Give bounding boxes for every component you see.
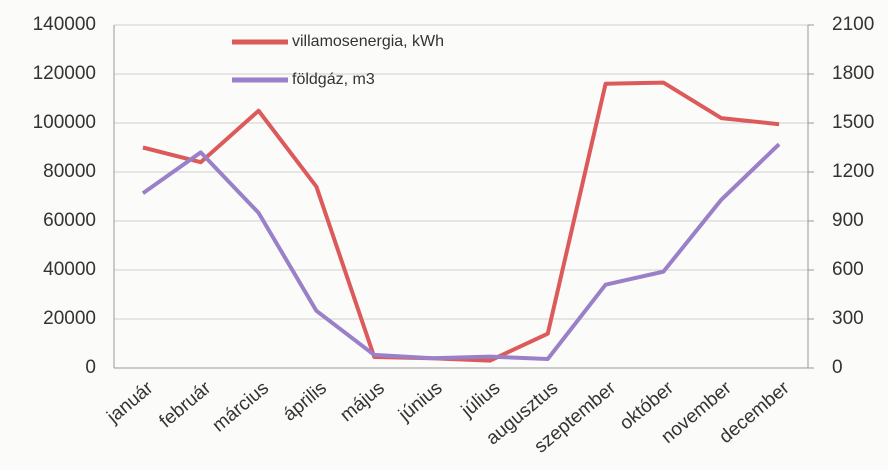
x-tick-label: május — [336, 378, 388, 427]
y-tick-label: 20000 — [43, 308, 96, 329]
x-tick-label: január — [103, 377, 158, 428]
y-tick-label: 120000 — [33, 63, 96, 84]
y-tick-label: 80000 — [43, 161, 96, 182]
y-tick-label: 40000 — [43, 259, 96, 280]
y2-tick-label: 2100 — [832, 14, 874, 35]
legend-label: földgáz, m3 — [292, 71, 375, 88]
y2-tick-label: 0 — [832, 357, 843, 378]
legend-label: villamosenergia, kWh — [292, 33, 444, 50]
y-tick-label: 60000 — [43, 210, 96, 231]
series-line — [141, 142, 781, 362]
y2-tick-label: 300 — [832, 308, 864, 329]
x-tick-label: július — [457, 378, 504, 423]
series-line — [142, 80, 780, 363]
y2-tick-label: 1200 — [832, 161, 874, 182]
y-tick-label: 100000 — [33, 112, 96, 133]
y-tick-label: 140000 — [33, 14, 96, 35]
x-tick-label: április — [279, 378, 331, 426]
x-tick-label: június — [394, 378, 446, 427]
y2-tick-label: 1500 — [832, 112, 874, 133]
y2-tick-label: 600 — [832, 259, 864, 280]
y-tick-label: 0 — [85, 357, 96, 378]
y2-tick-label: 1800 — [832, 63, 874, 84]
y2-tick-label: 900 — [832, 210, 864, 231]
x-tick-label: március — [209, 378, 273, 437]
x-tick-label: február — [156, 377, 216, 432]
